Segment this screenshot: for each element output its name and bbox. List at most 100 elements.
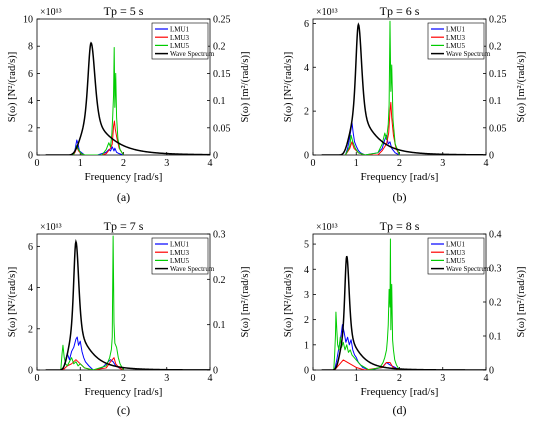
x-tick-label: 3 bbox=[440, 158, 445, 169]
series-line-wave-spectrum bbox=[45, 238, 210, 370]
y-left-tick-label: 0 bbox=[28, 366, 33, 377]
legend-label: LMU1 bbox=[170, 26, 190, 34]
x-axis-label: Frequency [rad/s] bbox=[85, 171, 163, 183]
y-left-tick-label: 8 bbox=[28, 42, 33, 53]
x-tick-label: 1 bbox=[78, 373, 83, 384]
y-right-tick-label: 0.05 bbox=[213, 123, 231, 134]
y-right-tick-label: 0 bbox=[213, 366, 218, 377]
series-line-lmu3 bbox=[334, 359, 400, 370]
x-tick-label: 0 bbox=[311, 373, 316, 384]
y-left-tick-label: 1 bbox=[304, 340, 309, 351]
legend-label: LMU5 bbox=[170, 257, 190, 265]
legend-label: LMU5 bbox=[170, 42, 190, 50]
exponent-label: ×10¹³ bbox=[316, 222, 338, 233]
y-left-tick-label: 4 bbox=[28, 96, 33, 107]
y-left-tick-label: 2 bbox=[28, 123, 33, 134]
x-tick-label: 3 bbox=[164, 158, 169, 169]
y-left-tick-label: 10 bbox=[23, 15, 33, 26]
y-right-tick-label: 0.2 bbox=[489, 42, 502, 53]
x-tick-label: 1 bbox=[78, 158, 83, 169]
series-line-lmu5 bbox=[72, 47, 124, 155]
y-right-tick-label: 0 bbox=[213, 151, 218, 162]
panel-label: (b) bbox=[393, 190, 407, 204]
legend-label: LMU1 bbox=[170, 241, 190, 249]
y-left-axis-label: S(ω) [N²/(rad/s)] bbox=[7, 267, 18, 337]
y-left-tick-label: 2 bbox=[304, 107, 309, 118]
x-tick-label: 0 bbox=[35, 373, 40, 384]
y-left-tick-label: 5 bbox=[304, 240, 309, 251]
x-tick-label: 2 bbox=[397, 373, 402, 384]
y-right-tick-label: 0.2 bbox=[213, 42, 226, 53]
y-left-tick-label: 6 bbox=[28, 242, 33, 253]
plot-marks bbox=[321, 238, 486, 370]
y-right-tick-label: 0.25 bbox=[213, 15, 231, 26]
y-right-tick-label: 0.15 bbox=[213, 69, 231, 80]
plot-marks bbox=[45, 235, 210, 370]
exponent-label: ×10¹³ bbox=[316, 7, 338, 18]
x-tick-label: 4 bbox=[208, 158, 213, 169]
x-tick-label: 3 bbox=[440, 373, 445, 384]
y-right-axis-label: S(ω) [m²/(rad/s)] bbox=[516, 52, 527, 123]
x-axis-label: Frequency [rad/s] bbox=[361, 386, 439, 398]
chart-title: Tp = 6 s bbox=[380, 4, 420, 18]
y-right-tick-label: 0.4 bbox=[489, 230, 502, 241]
plot-marks bbox=[45, 41, 210, 155]
y-right-tick-label: 0.3 bbox=[489, 264, 502, 275]
y-left-axis-label: S(ω) [N²/(rad/s)] bbox=[7, 52, 18, 122]
legend-label: LMU1 bbox=[446, 26, 466, 34]
x-tick-label: 4 bbox=[484, 158, 489, 169]
exponent-label: ×10¹³ bbox=[40, 222, 62, 233]
x-tick-label: 1 bbox=[354, 373, 359, 384]
legend-label: LMU3 bbox=[170, 249, 190, 257]
legend-label: Wave Spectrum bbox=[170, 265, 215, 273]
x-axis-label: Frequency [rad/s] bbox=[361, 171, 439, 183]
legend-label: LMU5 bbox=[446, 257, 466, 265]
panel-label: (c) bbox=[117, 403, 130, 417]
y-left-tick-label: 6 bbox=[28, 69, 33, 80]
y-right-tick-label: 0.3 bbox=[213, 230, 226, 241]
x-tick-label: 4 bbox=[484, 373, 489, 384]
y-right-tick-label: 0.25 bbox=[489, 15, 507, 26]
chart-title: Tp = 8 s bbox=[380, 219, 420, 233]
panel-label: (a) bbox=[117, 190, 130, 204]
series-line-wave-spectrum bbox=[321, 255, 486, 370]
y-right-tick-label: 0 bbox=[489, 151, 494, 162]
legend-label: LMU3 bbox=[446, 249, 466, 257]
y-left-axis-label: S(ω) [N²/(rad/s)] bbox=[283, 267, 294, 337]
series-line-lmu3 bbox=[345, 101, 400, 155]
y-left-tick-label: 2 bbox=[28, 324, 33, 335]
y-right-tick-label: 0.15 bbox=[489, 69, 507, 80]
legend-label: Wave Spectrum bbox=[446, 50, 491, 58]
series-line-lmu3 bbox=[62, 357, 124, 370]
y-left-tick-label: 4 bbox=[304, 63, 309, 74]
y-left-tick-label: 4 bbox=[304, 265, 309, 276]
y-right-tick-label: 0.1 bbox=[489, 332, 502, 343]
y-left-tick-label: 2 bbox=[304, 315, 309, 326]
y-right-axis-label: S(ω) [m²/(rad/s)] bbox=[240, 267, 251, 338]
x-tick-label: 3 bbox=[164, 373, 169, 384]
x-tick-label: 2 bbox=[121, 158, 126, 169]
y-left-tick-label: 4 bbox=[28, 283, 33, 294]
y-right-tick-label: 0.1 bbox=[213, 320, 226, 331]
x-tick-label: 2 bbox=[121, 373, 126, 384]
y-left-tick-label: 3 bbox=[304, 290, 309, 301]
legend-label: LMU3 bbox=[446, 34, 466, 42]
series-line-lmu5 bbox=[344, 20, 400, 155]
series-line-wave-spectrum bbox=[45, 41, 210, 155]
legend-label: LMU5 bbox=[446, 42, 466, 50]
exponent-label: ×10¹³ bbox=[40, 7, 62, 18]
plot-marks bbox=[321, 20, 486, 155]
legend-label: Wave Spectrum bbox=[446, 265, 491, 273]
y-right-axis-label: S(ω) [m²/(rad/s)] bbox=[516, 267, 527, 338]
panel-label: (d) bbox=[393, 403, 407, 417]
y-right-tick-label: 0.2 bbox=[489, 298, 502, 309]
legend-label: LMU1 bbox=[446, 241, 466, 249]
y-right-tick-label: 0.1 bbox=[489, 96, 502, 107]
